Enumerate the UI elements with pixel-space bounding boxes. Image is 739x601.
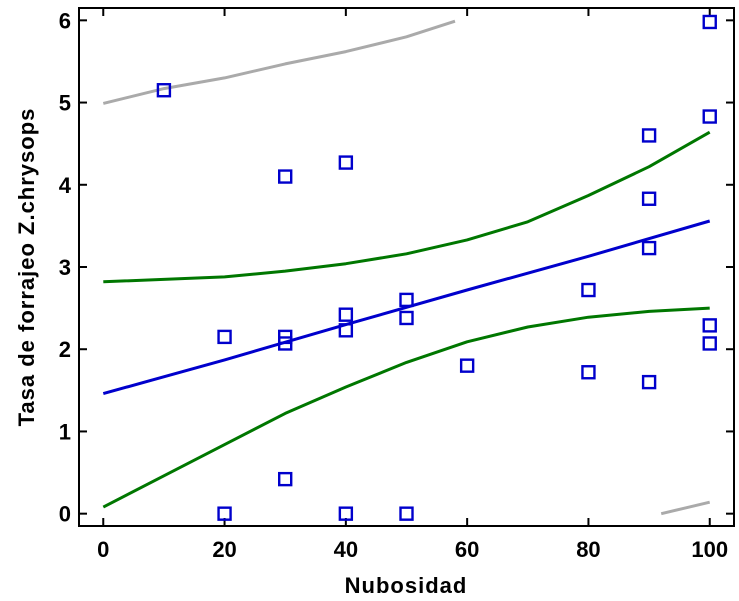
y-tick-label: 4 xyxy=(59,173,72,198)
fit-line-1 xyxy=(103,130,711,284)
data-point xyxy=(702,109,717,124)
data-point xyxy=(581,365,596,380)
data-point xyxy=(399,506,414,521)
data-point xyxy=(338,506,354,521)
y-axis-title: Tasa de forrajeo Z.chrysops xyxy=(14,108,39,427)
data-point xyxy=(217,506,232,521)
data-point xyxy=(702,14,717,30)
x-tick-label: 100 xyxy=(691,537,728,562)
data-point xyxy=(217,329,232,345)
data-point xyxy=(338,155,354,170)
x-tick-label: 0 xyxy=(97,537,109,562)
y-tick-label: 2 xyxy=(59,337,71,362)
data-point xyxy=(641,191,657,206)
x-tick-label: 40 xyxy=(334,537,358,562)
y-tick-label: 5 xyxy=(59,91,71,116)
y-tick-label: 0 xyxy=(59,502,71,527)
data-point xyxy=(641,128,657,143)
fit-line-0 xyxy=(102,219,711,396)
y-tick-label: 6 xyxy=(59,8,71,33)
data-point xyxy=(156,83,172,98)
x-tick-label: 80 xyxy=(576,537,600,562)
data-point xyxy=(338,307,354,322)
data-point xyxy=(581,282,596,298)
y-tick-label: 3 xyxy=(59,255,71,280)
data-point xyxy=(399,292,414,308)
data-point xyxy=(278,336,293,351)
fit-line-4 xyxy=(660,500,711,516)
data-point xyxy=(641,240,657,256)
data-point xyxy=(702,318,717,333)
data-point xyxy=(641,374,657,390)
data-point xyxy=(338,323,354,338)
data-point xyxy=(399,310,414,326)
data-point xyxy=(278,471,293,487)
fit-line-3 xyxy=(102,19,456,105)
x-tick-label: 60 xyxy=(455,537,479,562)
data-point xyxy=(459,358,475,373)
fit-line-2 xyxy=(102,306,710,509)
y-tick-label: 1 xyxy=(59,419,71,444)
x-tick-label: 20 xyxy=(212,537,236,562)
x-axis-title: Nubosidad xyxy=(345,573,468,598)
data-point xyxy=(278,169,293,184)
data-point xyxy=(702,336,717,351)
